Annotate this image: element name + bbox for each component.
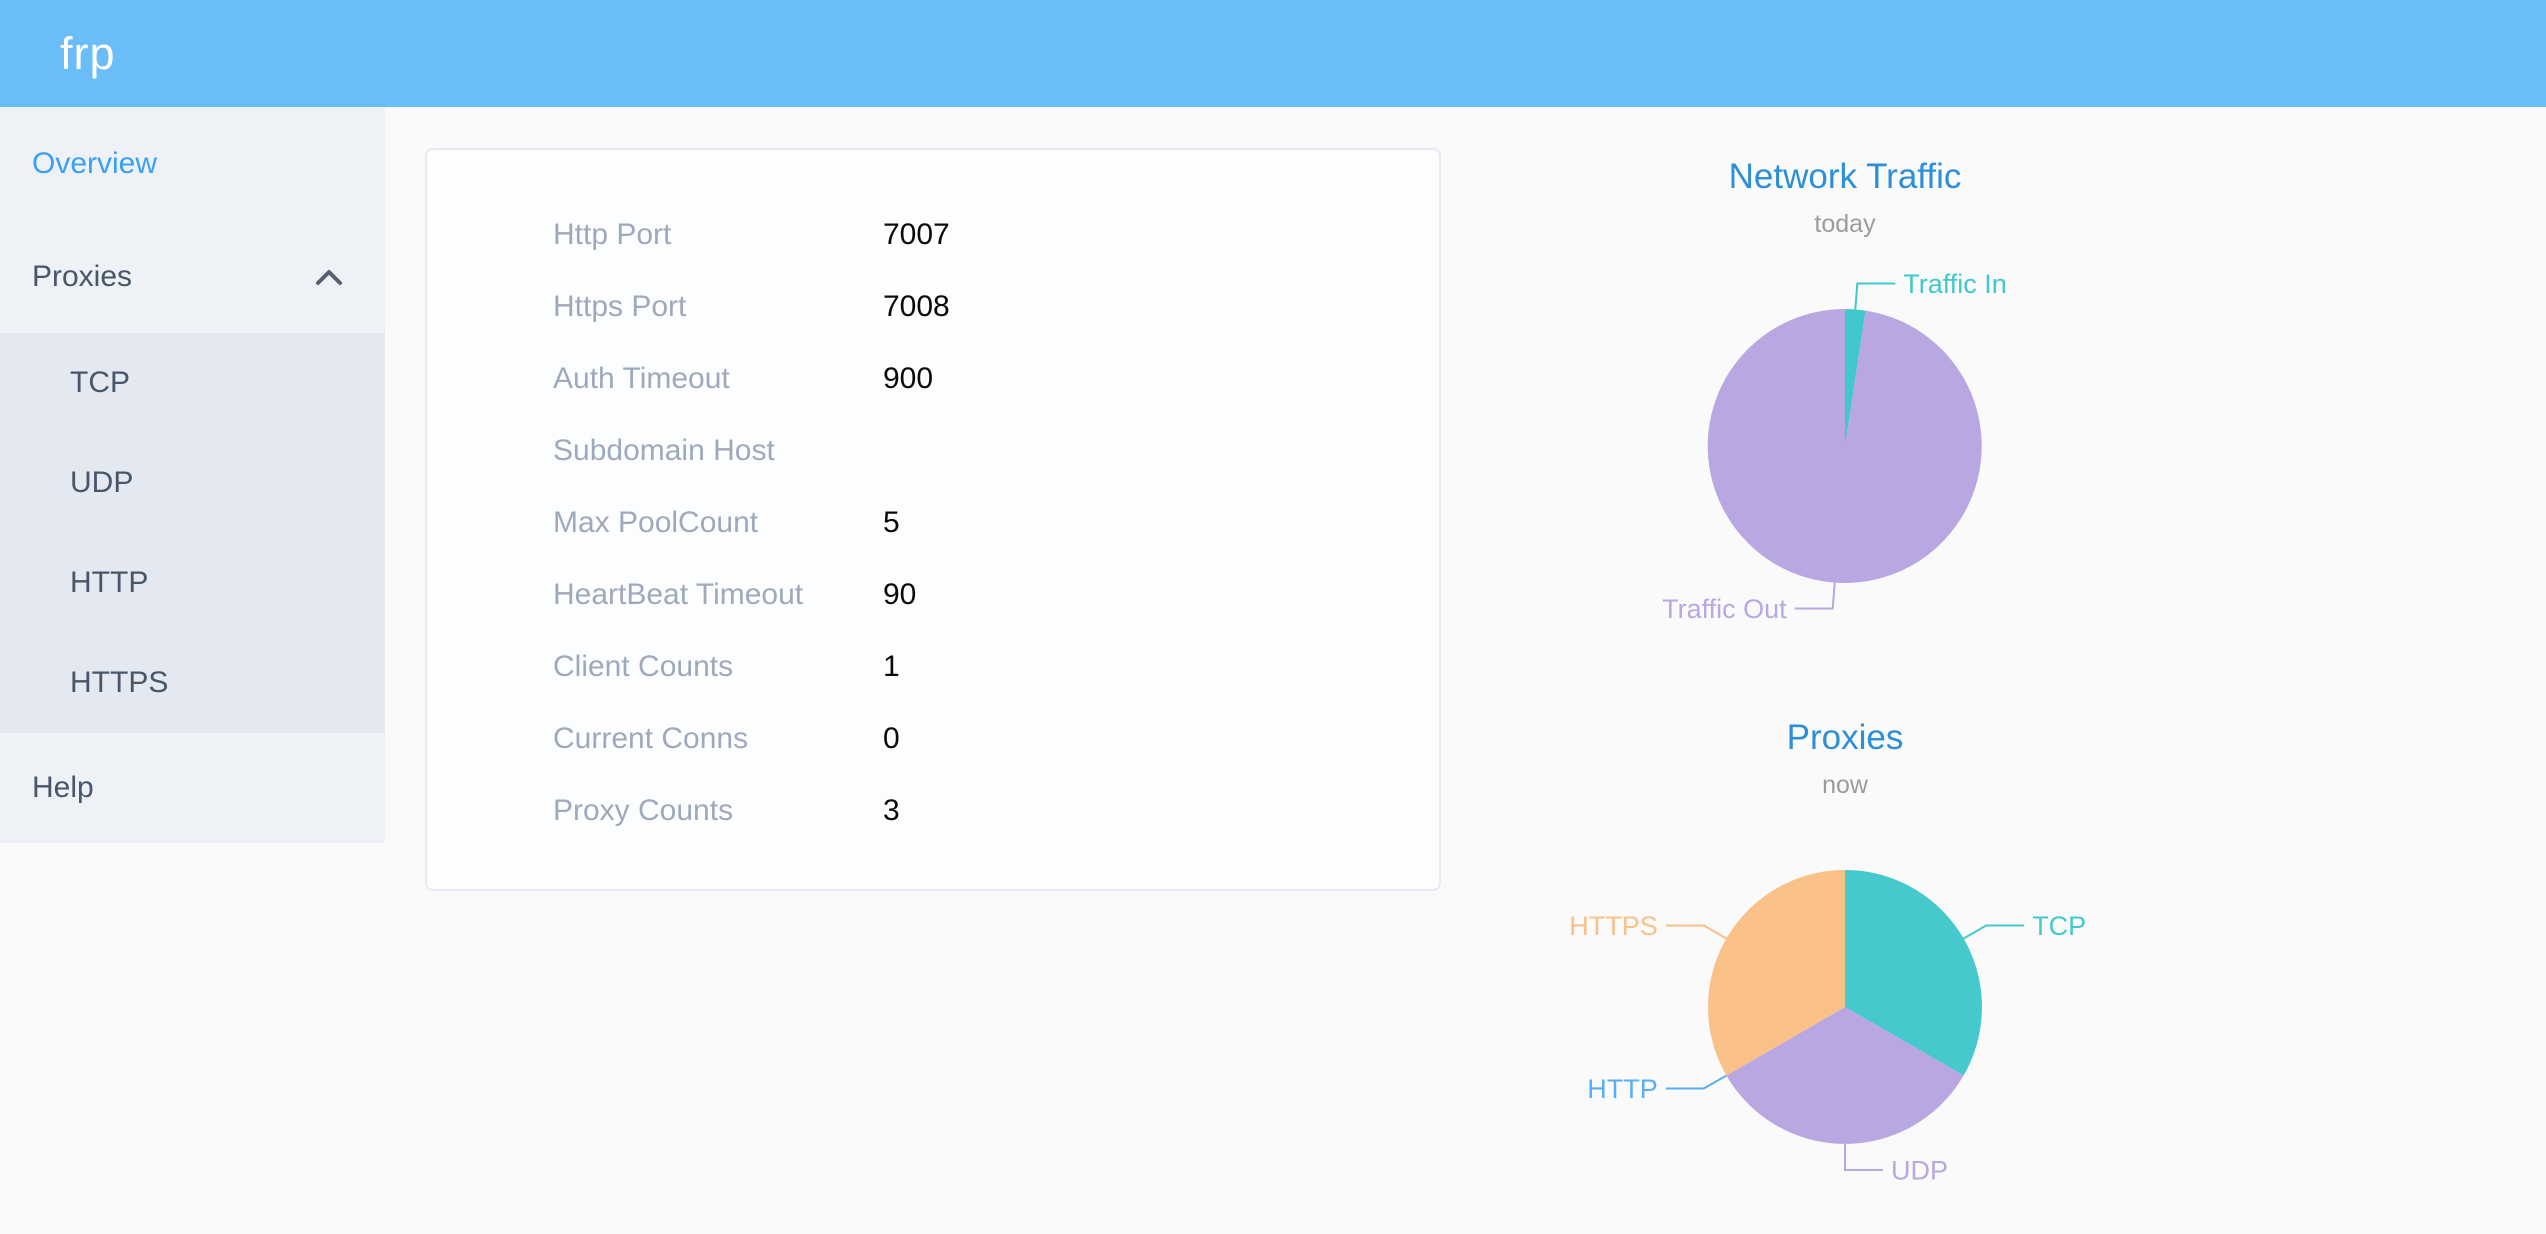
pie-label-line-tcp xyxy=(1963,924,2025,940)
app-header: frp xyxy=(0,0,2546,107)
pie-slice-tcp[interactable] xyxy=(1845,870,1982,1076)
config-value: 5 xyxy=(883,506,900,539)
sidebar-item-tcp[interactable]: TCP xyxy=(70,366,130,399)
pie-label-line-https xyxy=(1665,924,1727,940)
sidebar-item-https[interactable]: HTTPS xyxy=(70,666,169,699)
pie-slice-traffic-out[interactable] xyxy=(1707,308,1982,583)
server-config-card: Http Port 7007 Https Port 7008 Auth Time… xyxy=(425,148,1441,891)
config-row-proxy-counts: Proxy Counts 3 xyxy=(427,775,1439,847)
config-value: 90 xyxy=(883,578,917,611)
config-row-https-port: Https Port 7008 xyxy=(427,271,1439,343)
config-label: HeartBeat Timeout xyxy=(553,578,804,611)
chart-title-network-traffic: Network Traffic xyxy=(1728,157,1962,196)
chart-title-proxies: Proxies xyxy=(1786,718,1904,757)
config-row-subdomain-host: Subdomain Host xyxy=(427,415,1439,487)
proxies-chart: Proxies now TCP UDP HTTP HTTPS xyxy=(1545,716,2145,1196)
sidebar: Overview Proxies TCP UDP HTTP HTTPS Help xyxy=(0,107,385,843)
config-label: Subdomain Host xyxy=(553,434,775,467)
sidebar-item-http[interactable]: HTTP xyxy=(70,566,149,599)
sidebar-item-help[interactable]: Help xyxy=(32,771,94,804)
pie-slice-https[interactable] xyxy=(1708,870,1845,1076)
network-traffic-pie: Traffic In Traffic Out xyxy=(1662,269,2007,624)
config-row-auth-timeout: Auth Timeout 900 xyxy=(427,343,1439,415)
pie-label-traffic-in: Traffic In xyxy=(1903,269,2007,299)
config-label: Max PoolCount xyxy=(553,506,759,539)
config-label: Https Port xyxy=(553,290,687,323)
chart-subtitle-now: now xyxy=(1822,771,1868,799)
chart-subtitle-today: today xyxy=(1814,210,1876,238)
config-value: 7007 xyxy=(883,218,950,251)
config-label: Auth Timeout xyxy=(553,362,730,395)
pie-label-line-http xyxy=(1665,1074,1727,1090)
config-value: 900 xyxy=(883,362,934,395)
config-row-client-counts: Client Counts 1 xyxy=(427,631,1439,703)
pie-label-line-traffic-out xyxy=(1794,582,1836,610)
config-value: 0 xyxy=(883,722,900,755)
config-row-http-port: Http Port 7007 xyxy=(427,199,1439,271)
pie-label-tcp: TCP xyxy=(2032,911,2086,941)
proxies-pie: TCP UDP HTTP HTTPS xyxy=(1569,870,2086,1185)
config-label: Client Counts xyxy=(553,650,734,683)
sidebar-item-overview[interactable]: Overview xyxy=(32,147,158,180)
frp-logo: frp xyxy=(60,28,116,79)
network-traffic-chart: Network Traffic today Traffic In Traffic … xyxy=(1545,155,2145,635)
chevron-up-icon xyxy=(316,269,342,285)
config-value: 1 xyxy=(883,650,900,683)
config-label: Current Conns xyxy=(553,722,749,755)
config-value: 3 xyxy=(883,794,900,827)
sidebar-item-udp[interactable]: UDP xyxy=(70,466,134,499)
config-row-max-poolcount: Max PoolCount 5 xyxy=(427,487,1439,559)
pie-label-line-traffic-in xyxy=(1854,282,1896,310)
config-row-heartbeat-timeout: HeartBeat Timeout 90 xyxy=(427,559,1439,631)
pie-slice-udp[interactable] xyxy=(1726,1007,1964,1144)
sidebar-item-proxies-label: Proxies xyxy=(32,260,133,293)
pie-label-https: HTTPS xyxy=(1569,911,1658,941)
sidebar-item-proxies[interactable]: Proxies xyxy=(0,220,385,333)
pie-label-line-udp xyxy=(1844,1144,1883,1171)
proxies-submenu: TCP UDP HTTP HTTPS xyxy=(0,333,385,733)
config-label: Proxy Counts xyxy=(553,794,734,827)
pie-label-traffic-out: Traffic Out xyxy=(1662,594,1787,624)
pie-slice-traffic-in[interactable] xyxy=(1845,309,1866,446)
config-row-current-conns: Current Conns 0 xyxy=(427,703,1439,775)
pie-label-udp: UDP xyxy=(1891,1155,1948,1185)
pie-label-http: HTTP xyxy=(1587,1074,1658,1104)
config-value: 7008 xyxy=(883,290,950,323)
config-label: Http Port xyxy=(553,218,672,251)
